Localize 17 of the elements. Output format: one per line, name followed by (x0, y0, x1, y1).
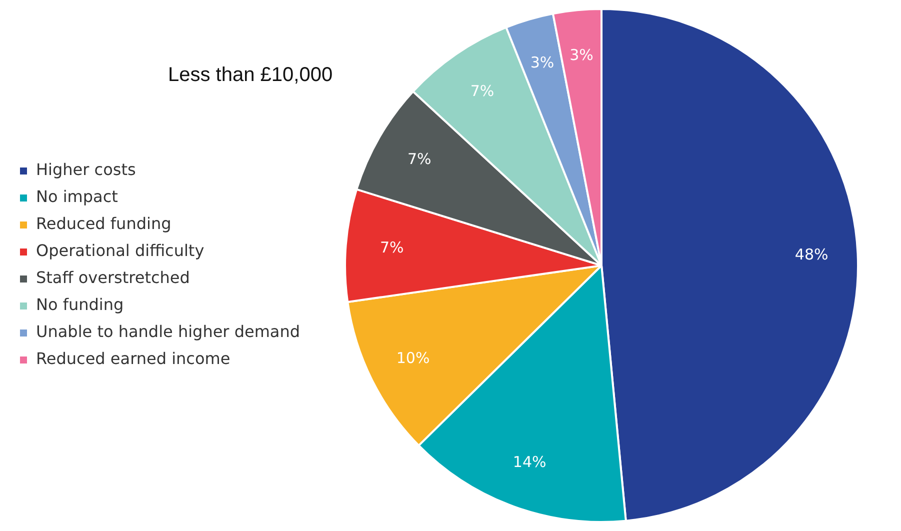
data-label: 7% (470, 82, 494, 100)
data-label: 7% (407, 150, 432, 168)
data-label: 48% (794, 245, 828, 264)
legend-label: Staff overstretched (36, 268, 190, 288)
legend-label: Reduced earned income (36, 349, 230, 368)
legend-label: Reduced funding (36, 214, 172, 234)
data-label: 7% (380, 238, 404, 257)
legend-label: No impact (36, 187, 118, 206)
data-label: 14% (512, 453, 546, 472)
legend-label: Unable to handle higher demand (36, 322, 300, 342)
legend-label: Operational difficulty (36, 241, 204, 260)
legend-label: No funding (36, 295, 124, 314)
data-label: 3% (530, 54, 554, 72)
data-label: 3% (570, 46, 594, 64)
text: Less than £10,000 (168, 64, 333, 87)
legend-label: Higher costs (36, 160, 136, 180)
data-label: 10% (396, 348, 430, 367)
